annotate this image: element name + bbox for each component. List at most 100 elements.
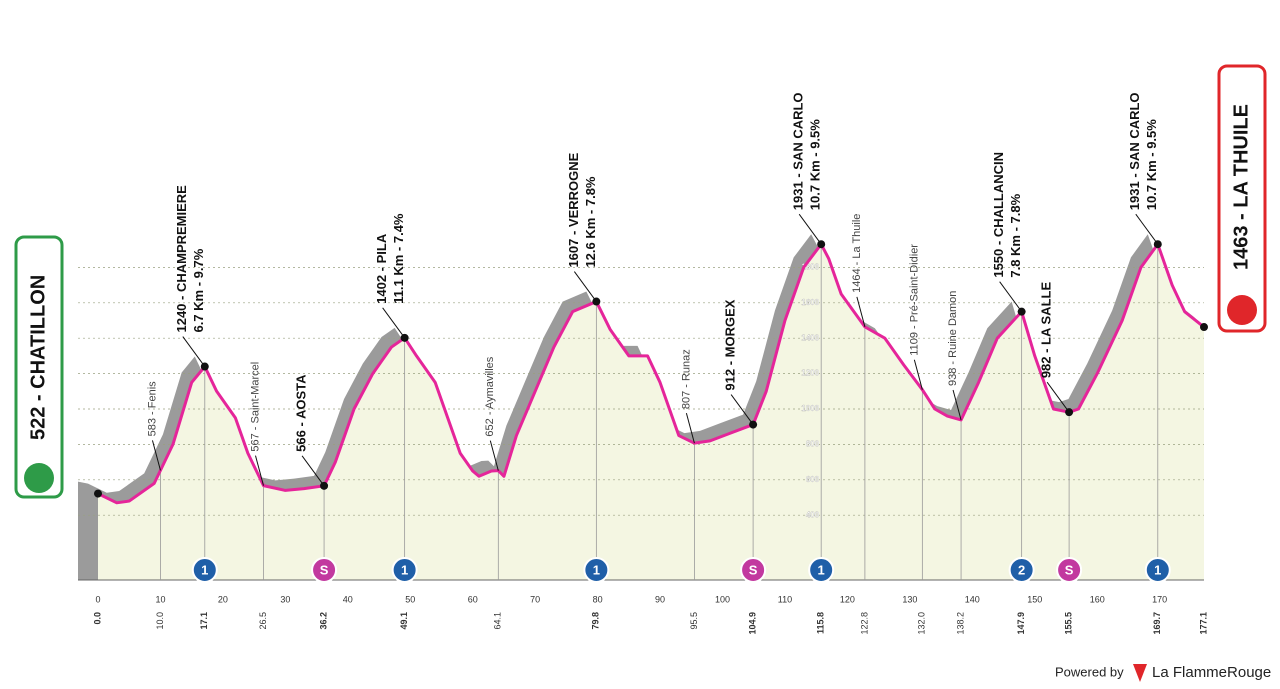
point-label: 1931 - SAN CARLO bbox=[1127, 92, 1142, 210]
point-label: 1550 - CHALLANCIN bbox=[991, 152, 1006, 278]
km-label: 10.0 bbox=[155, 612, 165, 630]
icon-label: 1 bbox=[593, 562, 600, 577]
icon-badge bbox=[583, 557, 610, 583]
x-tick-label: 20 bbox=[218, 594, 228, 604]
icon-badge bbox=[1008, 557, 1035, 583]
point-dot bbox=[749, 420, 758, 429]
label-leader bbox=[798, 213, 822, 245]
point-dot bbox=[1153, 240, 1162, 249]
x-tick-label: 160 bbox=[1090, 594, 1105, 604]
km-label: 64.1 bbox=[493, 612, 503, 630]
footer-powered: Powered by bbox=[1055, 664, 1124, 679]
km-label: 26.5 bbox=[258, 612, 268, 630]
start-box bbox=[14, 235, 64, 499]
icon-label: 1 bbox=[1154, 562, 1161, 577]
point-label: 1109 - Pré-Saint-Didier bbox=[908, 244, 920, 356]
y-tick-label: 400 bbox=[806, 510, 820, 519]
point-label: 912 - MORGEX bbox=[723, 299, 738, 390]
y-tick-label: 1400 bbox=[801, 333, 819, 342]
label-leader bbox=[913, 359, 923, 390]
km-label: 36.2 bbox=[318, 612, 328, 630]
x-tick-label: 40 bbox=[343, 594, 353, 604]
icon-label: 1 bbox=[401, 562, 408, 577]
x-tick-label: 0 bbox=[95, 594, 100, 604]
x-tick-label: 80 bbox=[593, 594, 603, 604]
x-tick-label: 10 bbox=[155, 594, 165, 604]
km-label: 95.5 bbox=[689, 612, 699, 630]
y-tick-label: 1000 bbox=[801, 404, 819, 413]
km-label: 169.7 bbox=[1152, 612, 1162, 635]
icon-badge bbox=[808, 557, 835, 583]
finish-icon bbox=[1227, 295, 1257, 325]
point-dot bbox=[1017, 307, 1026, 316]
label-leader bbox=[952, 389, 962, 421]
point-label: 567 - Saint-Marcel bbox=[249, 362, 261, 452]
point-detail: 12.6 Km - 7.8% bbox=[583, 176, 598, 267]
point-label: 938 - Ruine Damon bbox=[947, 291, 959, 386]
point-label: 1607 - VERROGNE bbox=[566, 152, 581, 267]
icon-badge bbox=[1144, 557, 1171, 583]
km-label: 138.2 bbox=[955, 612, 965, 635]
km-label: 79.8 bbox=[591, 612, 601, 630]
point-dot bbox=[200, 362, 209, 371]
finish-label: 1463 - LA THUILE bbox=[1230, 104, 1252, 270]
finish-dot bbox=[1200, 323, 1208, 332]
km-label: 132.0 bbox=[917, 612, 927, 635]
footer-logo bbox=[1133, 664, 1147, 682]
km-label: 147.9 bbox=[1016, 612, 1026, 635]
km-label: 115.8 bbox=[816, 612, 826, 634]
x-tick-label: 90 bbox=[655, 594, 665, 604]
point-detail: 7.8 Km - 7.8% bbox=[1008, 193, 1023, 277]
icon-label: 1 bbox=[818, 562, 825, 577]
x-tick-label: 30 bbox=[280, 594, 290, 604]
km-label: 49.1 bbox=[399, 612, 409, 630]
km-label: 155.5 bbox=[1063, 612, 1073, 635]
point-detail: 10.7 Km - 9.5% bbox=[808, 119, 823, 210]
point-label: 807 - Runaz bbox=[680, 349, 692, 409]
x-tick-label: 130 bbox=[902, 594, 917, 604]
icon-badge bbox=[740, 557, 767, 583]
start-icon bbox=[24, 463, 54, 493]
point-label: 566 - AOSTA bbox=[294, 374, 309, 452]
icon-badge bbox=[191, 557, 218, 583]
km-label: 104.9 bbox=[747, 612, 757, 635]
footer-brand: La FlammeRouge bbox=[1152, 664, 1271, 681]
point-detail: 11.1 Km - 7.4% bbox=[391, 213, 406, 304]
km-label: 177.1 bbox=[1198, 612, 1208, 635]
label-leader bbox=[301, 455, 325, 487]
label-leader bbox=[255, 455, 264, 486]
icon-label: S bbox=[1065, 562, 1074, 577]
label-leader bbox=[730, 394, 754, 425]
km-label: 122.8 bbox=[859, 612, 869, 635]
x-tick-label: 50 bbox=[405, 594, 415, 604]
x-tick-label: 70 bbox=[530, 594, 540, 604]
icon-badge bbox=[311, 557, 338, 583]
label-leader bbox=[573, 271, 597, 302]
point-label: 1240 - CHAMPREMIERE bbox=[174, 185, 189, 333]
label-leader bbox=[1046, 381, 1070, 413]
profile-line bbox=[97, 242, 1205, 505]
point-label: 1402 - PILA bbox=[374, 233, 389, 304]
x-tick-label: 140 bbox=[965, 594, 980, 604]
point-label: 1464 - La Thuile bbox=[851, 214, 863, 293]
icon-label: 2 bbox=[1018, 562, 1025, 577]
point-detail: 10.7 Km - 9.5% bbox=[1144, 119, 1159, 210]
x-tick-label: 120 bbox=[840, 594, 855, 604]
point-label: 652 - Aymavilles bbox=[484, 356, 496, 436]
x-tick-label: 100 bbox=[715, 594, 730, 604]
start-dot bbox=[94, 489, 102, 498]
point-label: 583 - Fenis bbox=[146, 381, 158, 437]
label-leader bbox=[685, 413, 695, 444]
km-label: 0.0 bbox=[92, 612, 102, 625]
point-dot bbox=[400, 333, 409, 342]
point-dot bbox=[320, 481, 329, 490]
point-label: 1931 - SAN CARLO bbox=[791, 92, 806, 210]
x-tick-label: 150 bbox=[1027, 594, 1042, 604]
label-leader bbox=[489, 440, 499, 471]
point-dot bbox=[1065, 408, 1074, 417]
label-leader bbox=[382, 307, 406, 339]
x-tick-label: 110 bbox=[778, 594, 792, 604]
point-label: 982 - LA SALLE bbox=[1039, 282, 1054, 379]
y-tick-label: 800 bbox=[806, 440, 820, 449]
